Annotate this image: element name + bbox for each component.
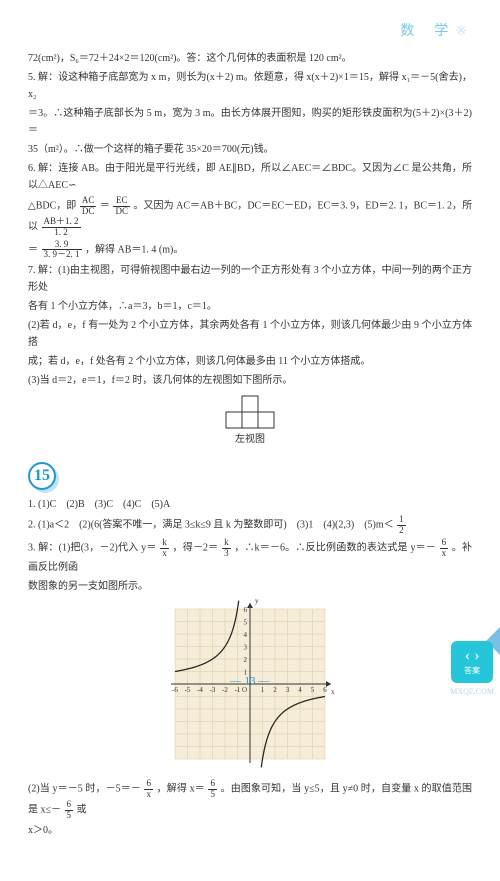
problem-7-line1: 7. 解：(1)由主视图，可得俯视图中最右边一列的一个正方形处有 3 个小立方体…	[28, 262, 472, 296]
frac-65: 65	[208, 779, 217, 800]
answer-2: 2. (1)a＜2 (2)(6(答案不唯一，满足 3≤k≤9 且 k 为整数即可…	[28, 515, 472, 536]
a32-tail: 或	[77, 804, 87, 815]
answer-3-line2: 数图象的另一支如图所示。	[28, 578, 472, 595]
left-view-caption: 左视图	[28, 431, 472, 448]
problem-7-line3: (2)若 d，e，f 有一处为 2 个小立方体，其余两处各有 1 个小立方体，则…	[28, 317, 472, 351]
svg-text:4: 4	[244, 631, 248, 639]
a3-pre: 3. 解：(1)把(3，－2)代入 y＝	[28, 543, 157, 554]
left-view-figure: 左视图	[28, 395, 472, 448]
problem-7-line4: 成；若 d，e，f 处各有 2 个小立方体，则该几何体最多由 11 个小立方体搭…	[28, 353, 472, 370]
problem-6-line1: 6. 解：连接 AB。由于阳光是平行光线，即 AE∥BD，所以∠AEC＝∠BDC…	[28, 160, 472, 194]
problem-6-line3: ＝ 3. 93. 9－2. 1 ，解得 AB＝1. 4 (m)。	[28, 240, 472, 261]
watermark-site: MXQE.COM	[450, 685, 494, 699]
a3-mid2: ，∴k＝－6。∴反比例函数的表达式是 y＝－	[234, 543, 436, 554]
frac-39: 3. 93. 9－2. 1	[42, 240, 82, 261]
p6-pre: △BDC，即	[28, 201, 76, 212]
answer-1: 1. (1)C (2)B (3)C (4)C (5)A	[28, 496, 472, 513]
answer-3-part2b: x＞0。	[28, 822, 472, 839]
watermark-badge: ‹ › 答案	[451, 641, 493, 683]
left-view-shape	[28, 395, 472, 429]
problem-6-line2: △BDC，即 ACDC ＝ ECDC 。又因为 AC＝AB＋BC，DC＝EC－E…	[28, 196, 472, 238]
frac-ec-dc: ECDC	[113, 196, 130, 217]
frac-6x2: 6x	[144, 779, 153, 800]
watermark: ‹ › 答案 MXQE.COM	[450, 641, 494, 699]
page-number-value: 13	[245, 675, 256, 687]
main-content: 72(cm²)，S₆＝72＋24×2＝120(cm²)。答：这个几何体的表面积是…	[0, 0, 500, 881]
frac-half: 12	[397, 515, 406, 536]
svg-text:6: 6	[244, 606, 248, 614]
problem-5-line2: ＝3。∴这种箱子底部长为 5 m，宽为 3 m。由长方体展开图知，购买的矩形铁皮…	[28, 105, 472, 139]
frac-65b: 65	[65, 800, 74, 821]
header-deco: ※	[455, 24, 470, 39]
problem-7-line2: 各有 1 个小立方体，∴a＝3，b＝1，c＝1。	[28, 298, 472, 315]
frac-k3: k3	[222, 538, 231, 559]
a32-mid: ，解得 x＝	[157, 784, 205, 795]
svg-text:2: 2	[244, 656, 248, 664]
a3-mid1: ，得－2＝	[173, 543, 219, 554]
problem-5-line1: 5. 解：设这种箱子底部宽为 x m，则长为(x＋2) m。依题意，得 x(x＋…	[28, 69, 472, 103]
frac-ac-dc: ACDC	[80, 196, 97, 217]
svg-text:5: 5	[244, 618, 248, 626]
eq2: ＝	[28, 244, 38, 255]
page-header: 数 学 ※	[400, 20, 470, 44]
section-number-15: 15	[28, 462, 56, 490]
frac-ab12: AB＋1. 21. 2	[42, 217, 81, 238]
frac-kx: kx	[160, 538, 169, 559]
eq1: ＝	[100, 201, 110, 212]
page-number: — 13 —	[0, 672, 500, 691]
answer-3-part2: (2)当 y＝－5 时，－5＝－ 6x ，解得 x＝ 65 。由图象可知，当 y…	[28, 779, 472, 821]
problem-7-line5: (3)当 d＝2，e＝1，f＝2 时，该几何体的左视图如下图所示。	[28, 372, 472, 389]
svg-text:y: y	[255, 599, 259, 605]
p6-post: ，解得 AB＝1. 4 (m)。	[85, 244, 183, 255]
svg-text:3: 3	[244, 643, 248, 651]
answer-3-line1: 3. 解：(1)把(3，－2)代入 y＝ kx ，得－2＝ k3 ，∴k＝－6。…	[28, 538, 472, 576]
watermark-text: 答案	[464, 664, 480, 678]
a32-pre: (2)当 y＝－5 时，－5＝－	[28, 784, 141, 795]
a2-text: 2. (1)a＜2 (2)(6(答案不唯一，满足 3≤k≤9 且 k 为整数即可…	[28, 520, 394, 531]
problem-4-cont: 72(cm²)，S₆＝72＋24×2＝120(cm²)。答：这个几何体的表面积是…	[28, 50, 472, 67]
subject-label: 数 学	[400, 24, 451, 39]
frac-6x: 6x	[440, 538, 449, 559]
problem-5-line3: 35（m²）。∴做一个这样的箱子要花 35×20＝700(元)钱。	[28, 141, 472, 158]
